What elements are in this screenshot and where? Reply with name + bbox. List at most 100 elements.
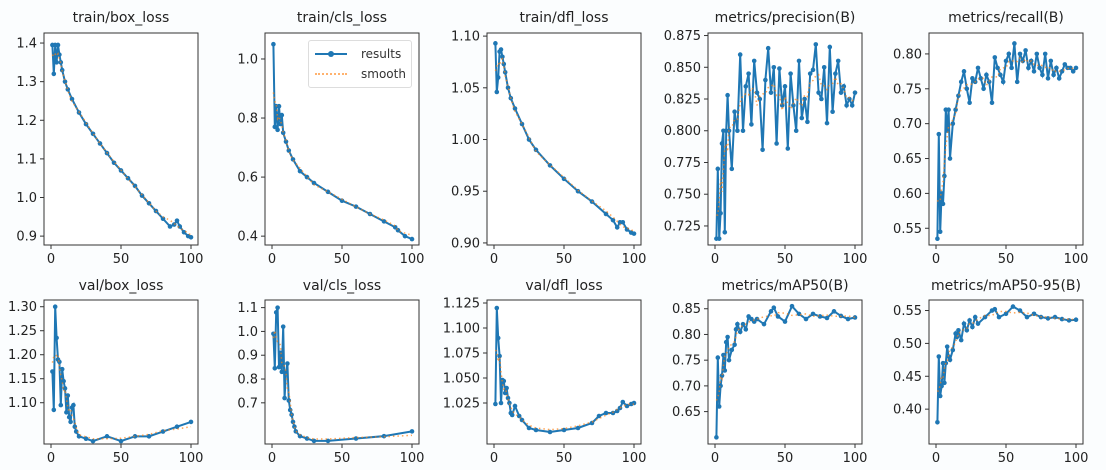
results-point — [972, 314, 978, 320]
results-point — [725, 92, 730, 98]
results-point — [819, 96, 824, 102]
plot-frame — [43, 32, 199, 246]
y-tick-label: 0.70 — [893, 117, 922, 132]
results-point — [782, 84, 788, 89]
results-point — [722, 230, 728, 235]
results-point — [188, 234, 194, 240]
x-tick-label: 0 — [268, 451, 276, 466]
results-point — [743, 84, 749, 89]
x-tick-label: 0 — [47, 451, 55, 466]
results-point — [54, 335, 59, 341]
y-tick-label: 0.60 — [893, 187, 922, 202]
results-point — [785, 146, 791, 151]
plot-frame — [43, 299, 199, 445]
results-point — [805, 119, 810, 125]
y-tick-label: 0.80 — [893, 47, 922, 62]
results-point — [950, 347, 956, 353]
results-point — [1010, 304, 1016, 309]
results-point — [754, 90, 760, 95]
results-point — [497, 353, 502, 359]
results-point — [996, 314, 1002, 320]
results-point — [989, 100, 995, 106]
results-point — [66, 414, 72, 420]
results-point — [958, 79, 964, 85]
smooth-line — [936, 310, 1077, 393]
results-point — [947, 357, 953, 363]
results-point — [936, 131, 942, 137]
results-point — [1073, 65, 1079, 71]
smooth-line — [494, 349, 635, 431]
results-point — [495, 335, 501, 341]
y-tick-label: 0.70 — [672, 379, 701, 394]
y-tick-label: 1.05 — [451, 81, 480, 96]
results-point — [743, 327, 749, 332]
legend-results-label: results — [361, 47, 402, 61]
y-tick-label: 1.4 — [16, 37, 37, 52]
results-point — [1048, 58, 1054, 64]
results-point — [280, 324, 286, 329]
y-tick-label: 0.7 — [237, 396, 258, 411]
results-point — [1003, 58, 1009, 64]
results-point — [409, 236, 415, 242]
results-point — [1014, 79, 1020, 85]
x-tick-label: 0 — [711, 252, 719, 267]
results-point — [967, 100, 972, 106]
results-point — [835, 58, 841, 64]
results-point — [1023, 48, 1028, 53]
plot-frame — [264, 299, 420, 445]
x-tick-label: 50 — [998, 252, 1015, 267]
results-point — [954, 334, 960, 340]
results-point — [614, 225, 620, 230]
results-point — [279, 369, 285, 375]
results-point — [575, 188, 581, 194]
results-point — [1073, 317, 1079, 323]
results-point — [716, 404, 722, 409]
results-point — [813, 42, 819, 47]
results-point — [1070, 69, 1076, 74]
x-tick-label: 50 — [334, 451, 351, 466]
results-point — [791, 103, 796, 108]
results-point — [810, 311, 816, 317]
y-tick-label: 0.4 — [237, 230, 258, 245]
y-tick-label: 0.50 — [893, 337, 922, 352]
results-point — [824, 315, 830, 321]
results-point — [845, 316, 851, 322]
results-line — [272, 307, 413, 442]
results-point — [59, 67, 65, 73]
results-point — [746, 71, 751, 76]
results-point — [718, 383, 723, 389]
results-point — [276, 364, 282, 370]
x-tick-label: 100 — [843, 451, 868, 466]
results-point — [950, 121, 956, 126]
x-tick-label: 0 — [932, 252, 940, 267]
y-tick-label: 1.025 — [443, 397, 480, 412]
results-point — [276, 103, 282, 109]
results-point — [71, 402, 76, 408]
x-tick-label: 50 — [556, 252, 573, 267]
results-point — [283, 369, 289, 375]
results-point — [494, 89, 500, 95]
results-point — [729, 166, 735, 172]
results-point — [620, 219, 626, 225]
results-point — [831, 309, 837, 314]
y-tick-label: 1.1 — [16, 152, 37, 167]
results-point — [1056, 76, 1062, 81]
panel-title: metrics/recall(B) — [948, 10, 1064, 26]
results-point — [1040, 72, 1045, 78]
results-point — [771, 305, 777, 311]
results-point — [272, 124, 278, 130]
results-point — [596, 413, 602, 419]
results-point — [956, 93, 961, 99]
results-point — [275, 305, 280, 310]
results-point — [493, 401, 498, 407]
x-tick-label: 100 — [179, 252, 204, 267]
y-tick-label: 1.30 — [8, 300, 37, 315]
results-point — [624, 403, 630, 409]
y-tick-label: 0.75 — [893, 82, 922, 97]
results-point — [325, 438, 331, 444]
x-tick-label: 0 — [268, 252, 276, 267]
results-point — [733, 327, 739, 332]
results-point — [1037, 65, 1042, 71]
x-tick-label: 50 — [113, 451, 130, 466]
results-point — [844, 103, 849, 108]
